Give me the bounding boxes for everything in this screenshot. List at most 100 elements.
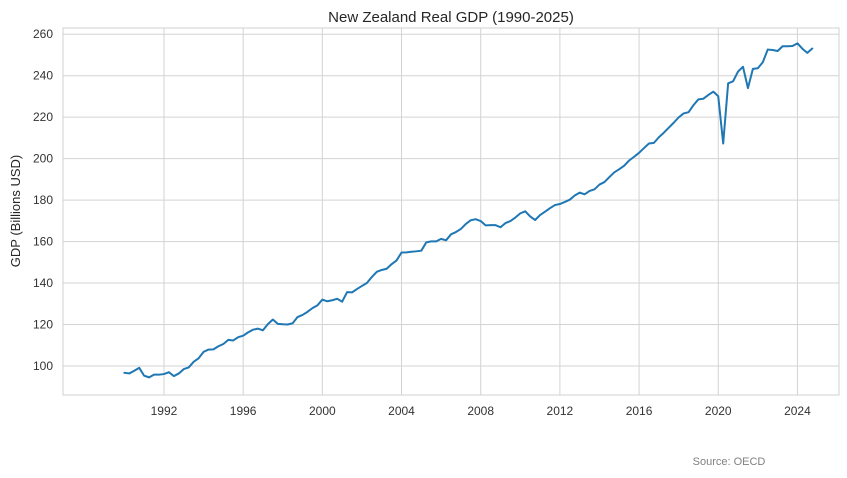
gdp-data-point [577, 190, 582, 195]
gdp-data-point [745, 86, 750, 91]
gdp-data-point [285, 322, 290, 327]
gdp-data-point [359, 283, 364, 288]
gdp-data-point [270, 317, 275, 322]
gdp-data-point [572, 193, 577, 198]
source-annotation: Source: OECD [693, 456, 766, 468]
gdp-data-point [790, 44, 795, 49]
gdp-data-point [335, 296, 340, 301]
gdp-data-point [488, 223, 493, 228]
gdp-data-point [176, 371, 181, 376]
gdp-data-point [646, 141, 651, 146]
gdp-data-point [152, 372, 157, 377]
gdp-data-point [706, 92, 711, 97]
gdp-data-point [201, 349, 206, 354]
gdp-data-point [320, 297, 325, 302]
plot-frame [62, 27, 840, 396]
gdp-data-point [656, 135, 661, 140]
gdp-data-point [157, 372, 162, 377]
gdp-data-point [508, 219, 513, 224]
x-tick-label: 1996 [230, 404, 257, 418]
gdp-data-point [434, 239, 439, 244]
gdp-data-point [612, 170, 617, 175]
gdp-data-point [275, 321, 280, 326]
gdp-data-point [632, 154, 637, 159]
gdp-data-point [795, 41, 800, 46]
y-axis-label: GDP (Billions USD) [8, 155, 23, 267]
gdp-data-point [681, 111, 686, 116]
gdp-data-point [226, 337, 231, 342]
gdp-data-point [651, 140, 656, 145]
gdp-data-point [642, 146, 647, 151]
gdp-data-point [483, 223, 488, 228]
gdp-data-point [538, 213, 543, 218]
plot-area [63, 28, 839, 395]
gdp-data-point [340, 299, 345, 304]
gdp-data-point [567, 197, 572, 202]
gdp-data-point [350, 290, 355, 295]
gdp-data-point [533, 218, 538, 223]
gdp-data-point [453, 230, 458, 235]
gdp-data-point [661, 130, 666, 135]
gdp-data-point [458, 226, 463, 231]
gdp-data-point [171, 374, 176, 379]
gdp-data-point [666, 125, 671, 130]
gdp-data-point [547, 206, 552, 211]
x-tick-label: 2024 [784, 404, 811, 418]
x-tick-label: 1992 [151, 404, 178, 418]
gdp-data-point [637, 150, 642, 155]
gdp-data-point [315, 303, 320, 308]
gdp-data-point [260, 328, 265, 333]
y-tick-label: 240 [33, 69, 53, 83]
gdp-data-point [765, 47, 770, 52]
gdp-data-point [518, 211, 523, 216]
gdp-data-point [295, 315, 300, 320]
gdp-data-point [498, 225, 503, 230]
gdp-data-point [439, 236, 444, 241]
gdp-data-point [409, 249, 414, 254]
y-tick-labels: 100 120 140 160 180 200 220 240 260 [33, 27, 53, 373]
gdp-data-point [543, 209, 548, 214]
gdp-data-point [770, 47, 775, 52]
gdp-data-point [716, 94, 721, 99]
x-tick-labels: 1992 1996 2000 2004 2008 2012 2016 2020 2024 [151, 404, 811, 418]
x-tick-label: 2020 [705, 404, 732, 418]
gdp-data-point [290, 321, 295, 326]
gdp-data-point [424, 240, 429, 245]
series-group [122, 41, 814, 379]
x-tick-label: 2000 [309, 404, 336, 418]
gdp-data-point [592, 187, 597, 192]
gdp-data-point [394, 258, 399, 263]
gdp-data-point [785, 44, 790, 49]
gdp-data-point [691, 103, 696, 108]
gdp-data-point [206, 347, 211, 352]
gdp-data-point [166, 370, 171, 375]
gdp-data-point [369, 275, 374, 280]
x-tick-label: 2012 [547, 404, 574, 418]
y-tick-label: 200 [33, 152, 53, 166]
gdp-data-point [419, 248, 424, 253]
gdp-data-point [255, 326, 260, 331]
x-tick-label: 2004 [388, 404, 415, 418]
gdp-data-point [122, 370, 127, 375]
y-tick-label: 260 [33, 27, 53, 41]
gdp-data-point [354, 287, 359, 292]
gdp-data-point [137, 365, 142, 370]
gdp-data-point [528, 214, 533, 219]
gdp-data-point [587, 188, 592, 193]
gdp-data-point [780, 44, 785, 49]
y-tick-label: 220 [33, 110, 53, 124]
gdp-data-point [711, 89, 716, 94]
x-tick-label: 2016 [626, 404, 653, 418]
y-tick-label: 180 [33, 193, 53, 207]
gdp-data-point [750, 66, 755, 71]
gdp-data-point [231, 338, 236, 343]
gdp-data-point [186, 365, 191, 370]
gdp-data-point [374, 269, 379, 274]
gdp-data-point [468, 218, 473, 223]
gdp-data-point [607, 175, 612, 180]
gdp-data-point [414, 249, 419, 254]
gdp-data-point [800, 46, 805, 51]
gdp-data-point [265, 322, 270, 327]
gdp-data-point [523, 209, 528, 214]
gdp-data-point [726, 81, 731, 86]
